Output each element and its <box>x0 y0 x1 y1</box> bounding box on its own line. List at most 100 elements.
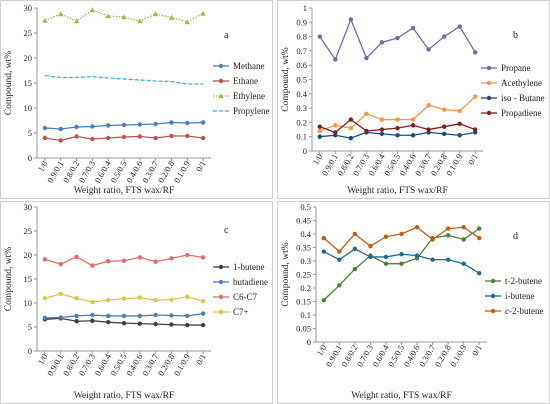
data-point <box>473 94 478 99</box>
data-point <box>42 315 48 321</box>
data-point <box>42 296 48 301</box>
panel-c: 0510152025301/00.9/0.10.8/0.20.7/0.30.6/… <box>0 201 273 404</box>
legend-item: C7+ <box>213 307 249 317</box>
y-tick-label: 0.5 <box>300 202 311 212</box>
panel-a: 0510152025301/00.9/0.10.8/0.20.7/0.30.6/… <box>0 0 273 199</box>
data-point <box>395 133 400 138</box>
data-point <box>74 296 79 301</box>
data-point <box>333 57 338 62</box>
series-ethane <box>42 133 206 143</box>
data-point <box>445 233 451 238</box>
y-tick-label: 10 <box>24 103 33 113</box>
data-point <box>348 135 354 141</box>
data-point <box>200 120 206 125</box>
data-point <box>153 135 158 141</box>
data-point <box>426 103 431 108</box>
data-point <box>368 254 373 260</box>
data-point <box>137 255 143 260</box>
data-point <box>457 133 462 138</box>
data-point <box>137 18 143 24</box>
y-tick-label: 0.4 <box>296 89 307 99</box>
data-point <box>185 133 190 139</box>
data-point <box>441 124 447 129</box>
data-point <box>473 127 478 132</box>
legend-label: Methane <box>233 61 265 71</box>
series-methane <box>42 120 206 132</box>
data-point <box>337 283 342 288</box>
y-tick-label: 0 <box>307 337 311 347</box>
data-point <box>352 231 358 237</box>
y-tick-label: 0.1 <box>296 132 307 142</box>
data-point <box>121 134 127 140</box>
data-point <box>410 25 416 31</box>
legend-item: Ethylene <box>213 91 265 101</box>
data-point <box>137 295 143 300</box>
data-point <box>200 255 206 260</box>
x-tick-label: 1/0 <box>314 343 328 357</box>
data-point <box>89 7 96 13</box>
series-propylene <box>44 74 204 85</box>
data-point <box>379 131 385 137</box>
legend-label: c-2-butene <box>505 306 543 316</box>
series-ethylene <box>42 7 206 25</box>
y-tick-label: 5 <box>28 322 32 332</box>
legend-item: iso - Butane <box>481 93 545 103</box>
series-c7+ <box>42 291 206 305</box>
series-i-butene <box>321 246 482 276</box>
data-point <box>153 259 158 264</box>
data-point <box>74 134 79 139</box>
data-point <box>348 17 354 22</box>
series-acethylene <box>317 94 478 134</box>
data-point <box>414 253 420 258</box>
series-propadiene <box>317 117 478 135</box>
data-point <box>383 254 389 260</box>
x-tick-label: 0/1 <box>466 152 480 166</box>
data-point <box>379 127 385 132</box>
legend-label: Ethylene <box>233 91 265 101</box>
series-c6-c7 <box>42 252 206 268</box>
data-point <box>121 296 127 301</box>
data-point <box>379 40 385 45</box>
data-point <box>395 35 400 41</box>
series-propane <box>317 17 478 62</box>
data-point <box>477 235 482 241</box>
legend-label: Propadiene <box>501 108 542 118</box>
y-tick-label: 0.1 <box>300 310 311 320</box>
y-tick-label: 0 <box>28 153 32 163</box>
y-tick-label: 15 <box>24 78 33 88</box>
data-point <box>348 125 354 131</box>
x-tick-label: 0/1 <box>194 159 208 173</box>
data-point <box>74 124 79 130</box>
data-point <box>153 321 158 327</box>
legend-marker <box>486 80 492 86</box>
legend-label: Acethylene <box>501 78 542 88</box>
legend-label: Propane <box>501 63 531 73</box>
x-tick-label: 1/0 <box>310 152 324 166</box>
data-point <box>364 111 369 117</box>
data-point <box>168 14 175 20</box>
y-tick-label: 15 <box>24 274 33 284</box>
data-point <box>42 257 48 262</box>
data-point <box>337 249 342 254</box>
data-point <box>395 117 400 122</box>
data-point <box>200 135 206 141</box>
legend-marker <box>490 308 496 314</box>
legend-label: Ethane <box>233 76 258 86</box>
data-point <box>333 123 338 128</box>
y-tick-label: 0 <box>303 146 307 156</box>
data-point <box>185 252 190 258</box>
y-tick-label: 0.5 <box>296 75 307 85</box>
legend-label: Propylene <box>233 106 270 116</box>
data-point <box>410 123 416 128</box>
y-tick-label: 0.4 <box>300 229 311 239</box>
data-point <box>58 291 63 297</box>
data-point <box>105 297 111 303</box>
data-point <box>42 135 48 141</box>
legend-label: iso - Butane <box>501 93 545 103</box>
legend-item: 1-butene <box>213 262 265 272</box>
panel-letter: b <box>513 30 518 41</box>
y-tick-label: 5 <box>28 128 32 138</box>
series-iso---butane <box>317 130 478 141</box>
y-tick-label: 0.8 <box>296 32 307 42</box>
data-point <box>457 108 462 114</box>
